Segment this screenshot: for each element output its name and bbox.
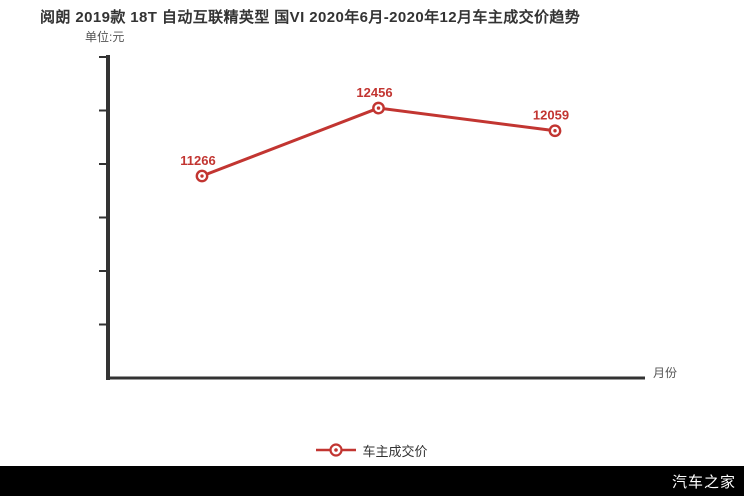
x-axis-label: 月份: [653, 366, 678, 380]
watermark-logo-text: 汽车之家: [671, 473, 736, 491]
data-point-value-label: 12059: [533, 108, 569, 123]
y-axis-unit-label: 单位:元: [85, 30, 125, 44]
data-point-center-dot: [376, 106, 381, 110]
data-point-value-label: 11266: [180, 153, 215, 168]
chart-title: 阅朗 2019款 18T 自动互联精英型 国VI 2020年6月-2020年12…: [40, 9, 581, 26]
line-series-marker-icon: [316, 443, 357, 457]
watermark-bar: 汽车之家: [0, 466, 744, 496]
series-plot-layer: 11266 12456 12059: [180, 85, 569, 183]
legend-item-series[interactable]: 车主成交价: [0, 440, 744, 460]
price-trend-line: [201, 106, 556, 178]
data-point-center-dot: [553, 129, 557, 133]
data-point-center-dot: [200, 174, 204, 178]
data-point-value-label: 12456: [356, 85, 392, 100]
trend-chart: 11266 12456 12059: [99, 55, 645, 380]
y-axis-ticks: [99, 56, 108, 326]
legend-label: 车主成交价: [362, 443, 428, 459]
